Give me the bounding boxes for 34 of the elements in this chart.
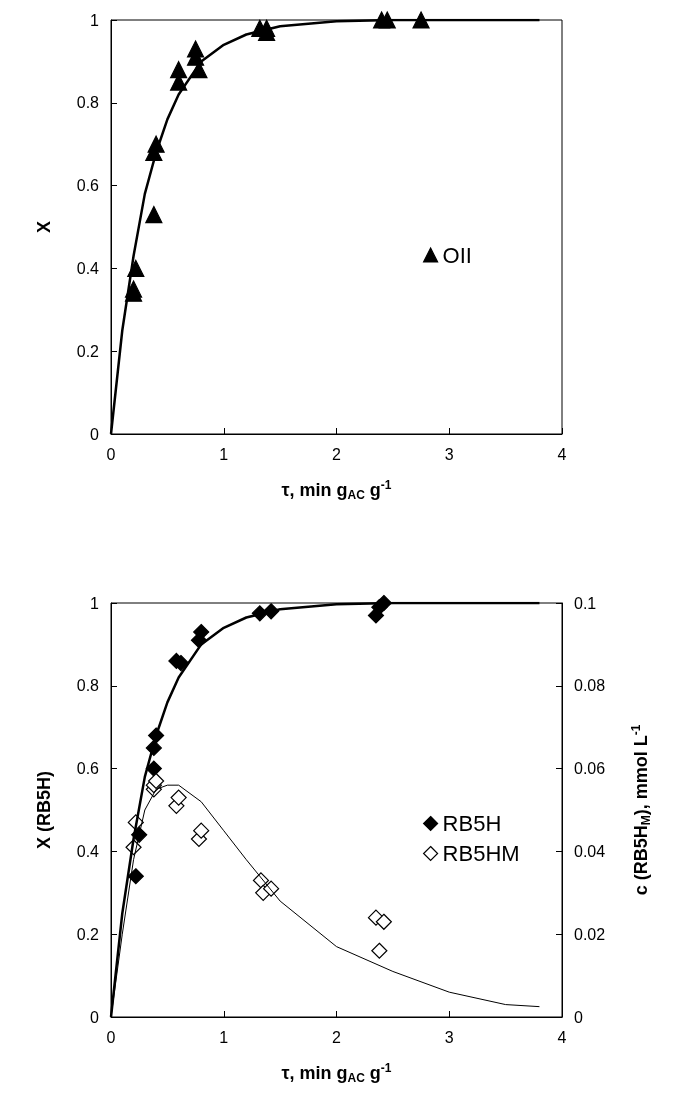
y-tick-label: 1	[90, 594, 100, 612]
x-tick-label: 1	[219, 445, 229, 463]
y2-tick-label: 0.1	[574, 594, 597, 612]
y-axis-title: X (RB5H)	[34, 770, 54, 850]
legend-label: OII	[442, 242, 472, 268]
y-tick-label: 0	[90, 1008, 100, 1026]
x-tick-label: 3	[444, 1028, 454, 1046]
x-tick-label: 0	[106, 445, 116, 463]
y2-axis-title: c (RB5HM), mmol L-1	[629, 724, 653, 896]
legend-label: RB5H	[442, 811, 502, 836]
x-tick-label: 0	[106, 1028, 116, 1046]
y-tick-label: 0.6	[76, 177, 100, 195]
y-tick-label: 0.2	[76, 342, 100, 360]
y-tick-label: 0.4	[76, 842, 100, 860]
legend-label: RB5HM	[442, 841, 520, 866]
y-tick-label: 1	[90, 11, 100, 29]
y-tick-label: 0.4	[76, 259, 100, 277]
y-tick-label: 0.6	[76, 760, 100, 778]
y-tick-label: 0	[90, 425, 100, 443]
y-tick-label: 0.8	[76, 677, 100, 695]
y2-tick-label: 0.04	[574, 842, 606, 860]
y-tick-label: 0.8	[76, 94, 100, 112]
y-axis-title: X	[34, 220, 54, 234]
y2-tick-label: 0.02	[574, 925, 606, 943]
y-tick-label: 0.2	[76, 925, 100, 943]
y2-tick-label: 0.06	[574, 760, 606, 778]
x-tick-label: 2	[332, 1028, 342, 1046]
x-tick-label: 3	[444, 445, 454, 463]
x-tick-label: 4	[557, 1028, 567, 1046]
x-tick-label: 4	[557, 445, 567, 463]
y2-tick-label: 0	[574, 1008, 583, 1026]
y2-tick-label: 0.08	[574, 677, 606, 695]
x-tick-label: 2	[332, 445, 342, 463]
x-tick-label: 1	[219, 1028, 229, 1046]
